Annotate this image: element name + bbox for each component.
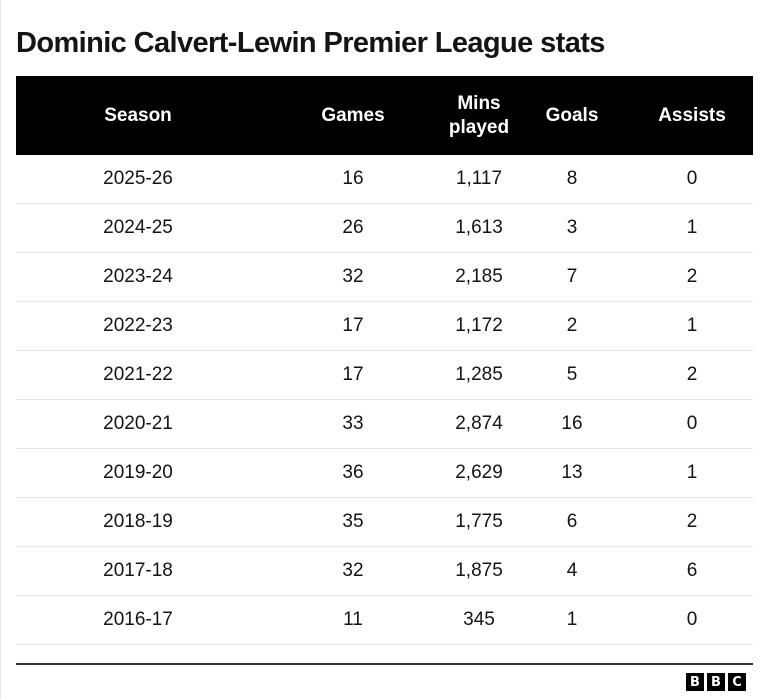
cell-assists: 2 [686,364,698,385]
cell-goals: 1 [566,609,578,630]
cell-mins: 1,172 [455,315,503,336]
cell-games: 33 [342,413,364,434]
cell-games: 35 [342,511,364,532]
cell-mins: 2,874 [455,413,503,434]
cell-assists: 1 [686,217,698,238]
cell-goals: 4 [566,560,578,581]
cell-season: 2018-19 [103,511,173,532]
footer-divider [16,663,753,665]
cell-games: 11 [343,609,363,630]
cell-season: 2024-25 [103,217,173,238]
cell-season: 2017-18 [103,560,173,581]
cell-mins: 1,875 [455,560,503,581]
header-mins-line2: played [448,116,510,138]
cell-games: 32 [342,266,364,287]
cell-games: 17 [342,364,364,385]
table-row: 2021-22 17 1,285 5 2 [16,351,753,400]
cell-games: 26 [342,217,364,238]
cell-assists: 2 [686,266,698,287]
cell-season: 2021-22 [103,364,173,385]
cell-mins: 345 [463,609,495,630]
table-row: 2024-25 26 1,613 3 1 [16,204,753,253]
cell-mins: 2,629 [455,462,503,483]
cell-goals: 8 [566,168,578,189]
bbc-logo-letter: B [707,673,725,691]
bbc-logo: B B C [686,673,746,691]
cell-season: 2022-23 [103,315,173,336]
cell-season: 2023-24 [103,266,173,287]
cell-season: 2025-26 [103,168,173,189]
header-season: Season [104,104,172,126]
cell-games: 36 [342,462,364,483]
cell-goals: 3 [566,217,578,238]
cell-goals: 6 [566,511,578,532]
cell-mins: 1,117 [455,168,503,189]
cell-goals: 7 [566,266,578,287]
cell-mins: 2,185 [455,266,503,287]
cell-mins: 1,613 [455,217,503,238]
cell-goals: 2 [566,315,578,336]
cell-games: 32 [342,560,364,581]
table-body: 2025-26 16 1,117 8 0 2024-25 26 1,613 3 … [16,155,753,645]
cell-assists: 1 [686,462,698,483]
table-row: 2017-18 32 1,875 4 6 [16,547,753,596]
table-row: 2018-19 35 1,775 6 2 [16,498,753,547]
cell-assists: 2 [686,511,698,532]
header-assists: Assists [658,104,726,126]
cell-mins: 1,775 [455,511,503,532]
cell-goals: 13 [561,462,583,483]
cell-season: 2020-21 [103,413,173,434]
page-title: Dominic Calvert-Lewin Premier League sta… [16,27,605,59]
cell-assists: 6 [686,560,698,581]
header-goals: Goals [545,104,599,126]
cell-season: 2016-17 [103,609,173,630]
cell-goals: 5 [566,364,578,385]
header-mins-played: Mins played [429,76,529,155]
cell-assists: 0 [686,609,698,630]
cell-assists: 0 [686,413,698,434]
table-row: 2020-21 33 2,874 16 0 [16,400,753,449]
cell-assists: 0 [686,168,698,189]
cell-mins: 1,285 [455,364,503,385]
bbc-logo-letter: C [728,673,746,691]
cell-games: 17 [342,315,364,336]
cell-goals: 16 [561,413,583,434]
table-row: 2022-23 17 1,172 2 1 [16,302,753,351]
table-row: 2016-17 11 345 1 0 [16,596,753,645]
cell-season: 2019-20 [103,462,173,483]
table-header: Season Games Mins played Goals Assists [16,76,753,155]
header-mins-line1: Mins [457,92,501,114]
table-row: 2019-20 36 2,629 13 1 [16,449,753,498]
cell-assists: 1 [686,315,698,336]
page-edge [0,0,1,699]
table-row: 2025-26 16 1,117 8 0 [16,155,753,204]
header-games: Games [321,104,385,126]
cell-games: 16 [342,168,364,189]
table-row: 2023-24 32 2,185 7 2 [16,253,753,302]
bbc-logo-letter: B [686,673,704,691]
